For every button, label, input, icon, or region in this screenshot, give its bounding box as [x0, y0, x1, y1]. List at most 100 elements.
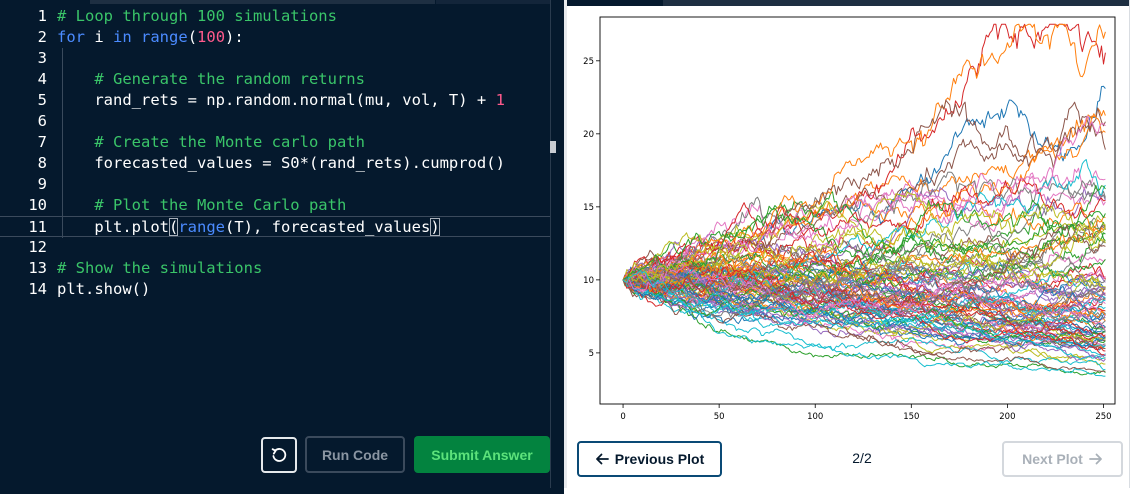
simulation-path	[622, 270, 1106, 318]
simulation-path	[622, 279, 1106, 372]
code-token: i	[85, 28, 113, 46]
code-line[interactable]: 1 # Loop through 100 simulations	[0, 6, 550, 27]
code-line[interactable]: 8 forecasted_values = S0*(rand_rets).cum…	[0, 153, 550, 174]
code-line[interactable]: 10 # Plot the Monte Carlo path	[0, 195, 550, 216]
x-tick-label: 250	[1095, 412, 1111, 422]
code-line[interactable]: 14 plt.show()	[0, 279, 550, 300]
simulation-path	[622, 275, 1106, 349]
code-text: for i in range(100):	[57, 27, 244, 48]
run-code-button[interactable]: Run Code	[305, 436, 405, 473]
panel-divider[interactable]	[564, 0, 567, 488]
code-line[interactable]: 5 rand_rets = np.random.normal(mu, vol, …	[0, 90, 550, 111]
plot-background	[567, 6, 1129, 434]
plot-tab-strip	[567, 0, 1129, 6]
simulation-path	[622, 115, 1106, 282]
simulation-path	[622, 276, 1106, 371]
code-token: forecasted_values = S0*(rand_rets).cumpr…	[57, 154, 505, 172]
code-text: plt.plot(range(T), forecasted_values)	[57, 217, 440, 238]
simulation-path	[622, 270, 1106, 361]
reset-code-button[interactable]	[261, 437, 297, 473]
simulation-path	[622, 187, 1106, 281]
plot-viewer-panel: 0 50 100 150 200 250 5 10 15 20 25 Previous Plot 2…	[567, 0, 1139, 488]
next-plot-button[interactable]: Next Plot	[1002, 441, 1123, 477]
bracket-match-highlight: )	[430, 218, 440, 236]
simulation-path	[622, 264, 1106, 340]
code-token: # Show the simulations	[57, 259, 263, 277]
simulation-path	[622, 199, 1106, 281]
line-number: 2	[37, 28, 47, 46]
code-token: range	[141, 28, 188, 46]
simulation-path	[622, 191, 1106, 283]
y-tick-label: 5	[589, 349, 594, 359]
code-line[interactable]: 12	[0, 237, 550, 258]
code-line[interactable]: 7 # Create the Monte carlo path	[0, 132, 550, 153]
code-text: # Generate the random returns	[57, 69, 365, 90]
line-number: 9	[37, 175, 47, 193]
line-number: 6	[37, 112, 47, 130]
line-number: 4	[37, 70, 47, 88]
x-tick-label: 200	[999, 412, 1015, 422]
simulation-path	[622, 253, 1106, 321]
code-text: plt.show()	[57, 279, 150, 300]
simulation-path	[622, 279, 1106, 356]
simulation-path	[622, 269, 1106, 320]
code-token: # Loop through 100 simulations	[57, 7, 337, 25]
line-number: 3	[37, 49, 47, 67]
simulation-path	[622, 99, 1106, 286]
code-token	[132, 28, 141, 46]
code-token: for	[57, 28, 85, 46]
code-token: # Generate the random returns	[57, 70, 365, 88]
code-line[interactable]: 11 plt.plot(range(T), forecasted_values)	[0, 216, 550, 237]
code-line[interactable]: 6	[0, 111, 550, 132]
reset-icon	[271, 448, 287, 462]
code-token: in	[113, 28, 132, 46]
code-line[interactable]: 4 # Generate the random returns	[0, 69, 550, 90]
plot-axes-frame	[599, 16, 1116, 405]
plot-scrollbar[interactable]	[1129, 0, 1139, 488]
simulation-path	[622, 216, 1106, 301]
editor-scrollbar-marker	[550, 141, 556, 153]
x-tick-label: 50	[714, 412, 725, 422]
code-line[interactable]: 3	[0, 48, 550, 69]
simulation-path	[622, 262, 1106, 331]
line-number: 5	[37, 91, 47, 109]
editor-scrollbar[interactable]	[550, 0, 564, 488]
simulation-path	[622, 225, 1106, 287]
previous-plot-button[interactable]: Previous Plot	[577, 441, 722, 477]
editor-tab-strip	[90, 0, 435, 4]
plot-counter: 2/2	[852, 450, 872, 466]
code-line[interactable]: 2 for i in range(100):	[0, 27, 550, 48]
code-line[interactable]: 9	[0, 174, 550, 195]
next-plot-label: Next Plot	[1022, 451, 1083, 467]
code-text: # Loop through 100 simulations	[57, 6, 337, 27]
simulation-path	[622, 171, 1106, 282]
code-token: plt.plot	[57, 218, 169, 236]
x-tick-label: 0	[620, 412, 625, 422]
simulation-path	[622, 224, 1106, 306]
simulation-path	[622, 200, 1106, 289]
indent-guide	[62, 48, 63, 238]
y-tick-label: 25	[583, 57, 594, 67]
bracket-match-highlight: (	[168, 218, 179, 236]
code-text: rand_rets = np.random.normal(mu, vol, T)…	[57, 90, 505, 111]
code-token: (T), forecasted_values	[225, 218, 431, 236]
x-tick-label: 150	[903, 412, 919, 422]
line-number: 10	[28, 196, 47, 214]
y-tick-label: 15	[583, 203, 594, 213]
simulation-path	[622, 177, 1106, 281]
simulation-path	[622, 184, 1106, 288]
code-line[interactable]: 13 # Show the simulations	[0, 258, 550, 279]
code-token: plt.show()	[57, 280, 151, 298]
simulation-path	[622, 184, 1106, 291]
line-number: 14	[28, 280, 47, 298]
simulation-path	[622, 279, 1106, 377]
editor-tab-strip-secondary	[436, 0, 550, 4]
arrow-right-icon	[1088, 453, 1102, 465]
code-text: # Plot the Monte Carlo path	[57, 195, 346, 216]
line-number: 1	[37, 7, 47, 25]
simulation-path	[622, 107, 1106, 281]
submit-answer-button[interactable]: Submit Answer	[414, 436, 550, 473]
simulation-path	[622, 267, 1106, 352]
code-token: # Plot the Monte Carlo path	[57, 196, 347, 214]
x-tick-label: 100	[807, 412, 823, 422]
